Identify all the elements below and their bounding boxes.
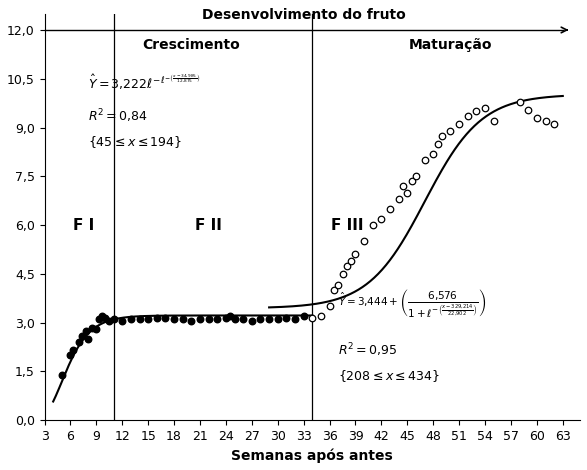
- Point: [308, 314, 317, 321]
- Point: [97, 313, 107, 320]
- Point: [170, 316, 179, 323]
- Point: [77, 332, 86, 339]
- Point: [329, 286, 339, 294]
- Point: [57, 371, 66, 378]
- Text: $\hat{Y} = 3{,}222\ell^{-\ell^{-\left(\frac{x-34{,}985}{12{,}875}\right)}}$: $\hat{Y} = 3{,}222\ell^{-\ell^{-\left(\f…: [87, 72, 200, 92]
- Text: $\{45 \leq x \leq 194\}$: $\{45 \leq x \leq 194\}$: [87, 134, 182, 150]
- Point: [407, 178, 416, 185]
- Point: [100, 314, 110, 321]
- Point: [83, 335, 92, 343]
- Text: $\hat{Y} = 3{,}444 + \left(\dfrac{6{,}576}{1+\ell^{-\left(\frac{x-329{,}214}{22{: $\hat{Y} = 3{,}444 + \left(\dfrac{6{,}57…: [338, 287, 486, 319]
- Point: [532, 114, 542, 122]
- Text: Crescimento: Crescimento: [143, 38, 240, 52]
- Point: [221, 314, 231, 321]
- Point: [256, 316, 265, 323]
- Point: [95, 316, 104, 323]
- Text: $R^2 = 0{,}84$: $R^2 = 0{,}84$: [87, 107, 148, 125]
- Point: [66, 352, 75, 359]
- Point: [446, 127, 455, 134]
- Point: [399, 182, 408, 190]
- Point: [92, 325, 101, 333]
- Point: [178, 316, 187, 323]
- Point: [187, 317, 196, 325]
- Point: [420, 157, 429, 164]
- Text: $R^2 = 0{,}95$: $R^2 = 0{,}95$: [338, 342, 398, 359]
- Point: [403, 189, 412, 196]
- Point: [117, 317, 127, 325]
- Point: [325, 303, 334, 310]
- Text: F II: F II: [195, 218, 222, 233]
- Point: [75, 338, 84, 346]
- Text: F III: F III: [330, 218, 363, 233]
- Point: [549, 120, 559, 128]
- Point: [247, 317, 257, 325]
- Point: [230, 316, 239, 323]
- Text: Maturação: Maturação: [409, 38, 492, 52]
- Point: [524, 106, 533, 113]
- Point: [109, 316, 119, 323]
- Point: [264, 316, 274, 323]
- Point: [143, 316, 153, 323]
- Point: [429, 150, 438, 157]
- Point: [454, 120, 464, 128]
- Point: [377, 215, 386, 222]
- Point: [368, 221, 377, 229]
- Point: [411, 172, 421, 180]
- Text: $\{208 \leq x \leq 434\}$: $\{208 \leq x \leq 434\}$: [338, 368, 440, 384]
- Point: [104, 317, 114, 325]
- Point: [68, 346, 77, 354]
- Point: [135, 316, 144, 323]
- Point: [273, 316, 282, 323]
- Point: [472, 108, 481, 115]
- Point: [126, 316, 136, 323]
- Point: [463, 112, 473, 120]
- Point: [291, 316, 300, 323]
- Point: [346, 257, 356, 265]
- Point: [299, 313, 308, 320]
- Point: [225, 313, 235, 320]
- Point: [489, 118, 498, 125]
- Point: [394, 196, 403, 203]
- Point: [515, 98, 524, 105]
- Point: [238, 316, 248, 323]
- Point: [195, 316, 205, 323]
- Point: [385, 205, 394, 212]
- Point: [204, 316, 213, 323]
- Point: [152, 314, 161, 321]
- Point: [82, 327, 91, 335]
- Point: [433, 140, 442, 148]
- Text: Desenvolvimento do fruto: Desenvolvimento do fruto: [202, 8, 406, 22]
- Point: [541, 118, 550, 125]
- Point: [333, 282, 343, 289]
- X-axis label: Semanas após antes: Semanas após antes: [231, 448, 393, 463]
- Point: [87, 324, 97, 331]
- Point: [351, 251, 360, 258]
- Point: [342, 262, 352, 269]
- Point: [480, 104, 490, 112]
- Point: [212, 316, 222, 323]
- Point: [161, 314, 170, 321]
- Point: [282, 314, 291, 321]
- Point: [338, 270, 348, 278]
- Point: [316, 313, 326, 320]
- Point: [359, 238, 369, 245]
- Text: F I: F I: [73, 218, 94, 233]
- Point: [437, 132, 447, 140]
